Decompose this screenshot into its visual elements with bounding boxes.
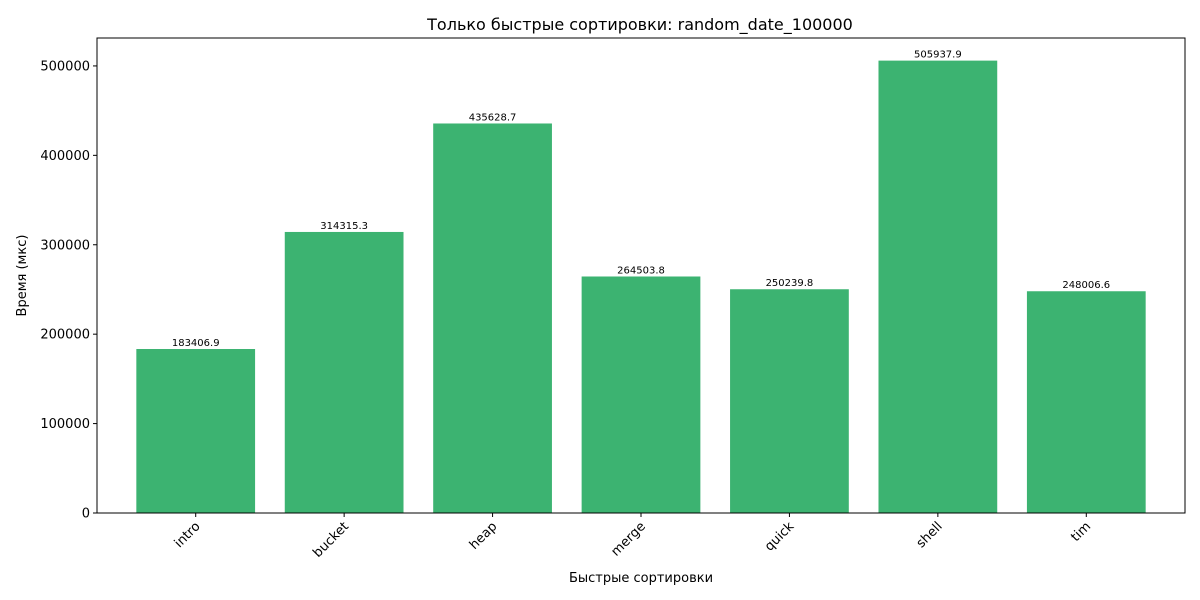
bar-merge <box>581 276 701 513</box>
y-tick-label-100000: 100000 <box>40 417 90 432</box>
x-tick-label-heap: heap <box>467 519 501 553</box>
y-tick-label-500000: 500000 <box>40 59 90 74</box>
x-tick-label-merge: merge <box>609 519 649 559</box>
x-tick-label-bucket: bucket <box>310 519 352 561</box>
chart-title: Только быстрые сортировки: random_date_1… <box>426 15 853 35</box>
data-label-tim: 248006.6 <box>1062 280 1110 291</box>
bar-tim <box>1026 291 1146 513</box>
bar-intro <box>136 349 256 513</box>
y-tick-label-300000: 300000 <box>40 238 90 253</box>
y-tick-label-400000: 400000 <box>40 149 90 164</box>
y-tick-label-200000: 200000 <box>40 328 90 343</box>
data-label-bucket: 314315.3 <box>320 221 368 232</box>
data-label-heap: 435628.7 <box>469 112 517 123</box>
x-axis-label: Быстрые сортировки <box>569 571 713 586</box>
x-tick-label-shell: shell <box>914 519 946 551</box>
y-axis-label: Время (мкс) <box>15 235 30 317</box>
bar-quick <box>730 289 849 513</box>
bar-bucket <box>284 231 404 514</box>
data-label-shell: 505937.9 <box>914 50 962 61</box>
data-label-quick: 250239.8 <box>766 278 814 289</box>
bar-shell <box>878 60 998 514</box>
y-axis: 0 100000 200000 300000 400000 500000 <box>40 59 97 522</box>
data-labels-layer: 183406.9 314315.3 435628.7 264503.8 250239.8… <box>172 50 1110 349</box>
x-tick-label-quick: quick <box>762 519 798 555</box>
x-tick-label-intro: intro <box>172 519 204 551</box>
data-label-intro: 183406.9 <box>172 338 220 349</box>
y-tick-label-0: 0 <box>82 507 90 522</box>
plot-frame <box>96 37 1186 514</box>
bar-heap <box>433 123 552 514</box>
data-label-merge: 264503.8 <box>617 265 665 276</box>
bars-layer <box>136 60 1146 514</box>
x-tick-label-tim: tim <box>1068 519 1094 545</box>
x-axis: intro bucket heap merge quick shell tim <box>172 513 1094 561</box>
